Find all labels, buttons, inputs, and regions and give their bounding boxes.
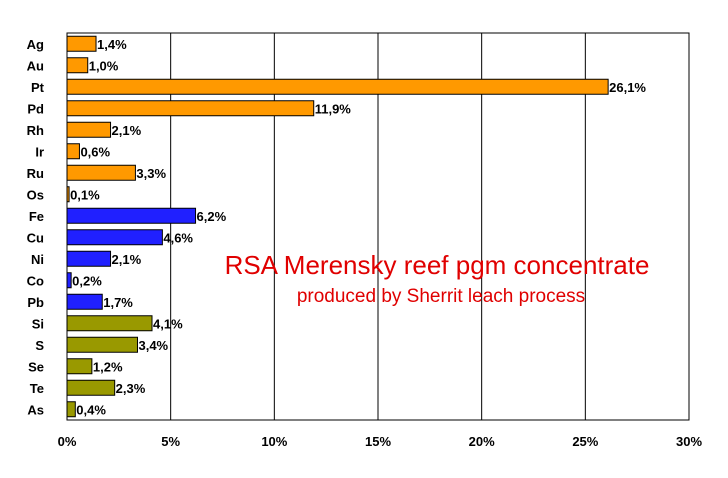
- category-label: S: [35, 338, 44, 353]
- bar: [66, 186, 70, 203]
- category-label: Te: [30, 381, 44, 396]
- gridlines: [170, 33, 586, 420]
- bar: [66, 164, 136, 181]
- data-label: 2,1%: [112, 252, 142, 267]
- x-tick-label: 10%: [261, 434, 287, 449]
- category-label: Co: [27, 273, 44, 288]
- data-label: 0,2%: [72, 273, 102, 288]
- bar: [66, 272, 72, 289]
- category-label: Ru: [27, 166, 44, 181]
- x-tick-label: 5%: [161, 434, 180, 449]
- data-label: 0,4%: [76, 402, 106, 417]
- category-label: Fe: [29, 209, 44, 224]
- data-label: 4,6%: [163, 230, 193, 245]
- category-label: Rh: [27, 123, 44, 138]
- data-label: 11,9%: [315, 101, 352, 116]
- data-label: 2,1%: [112, 123, 142, 138]
- data-label: 0,1%: [70, 187, 100, 202]
- bar: [66, 401, 76, 418]
- category-label: Cu: [27, 230, 44, 245]
- data-label: 26,1%: [609, 80, 646, 95]
- category-label: Pd: [27, 101, 44, 116]
- bar: [66, 207, 197, 224]
- category-label: Ag: [27, 37, 44, 52]
- value-axis: 0% 5% 10% 15% 20% 25% 30%: [58, 434, 703, 449]
- bar: [66, 379, 116, 396]
- x-tick-label: 25%: [572, 434, 598, 449]
- bar: [66, 35, 97, 52]
- category-label: Ni: [31, 252, 44, 267]
- bar: [66, 57, 89, 74]
- data-label: 3,3%: [136, 166, 166, 181]
- category-label: Ir: [35, 144, 44, 159]
- data-label: 1,7%: [103, 295, 133, 310]
- x-tick-label: 0%: [58, 434, 77, 449]
- category-axis: Ag Au Pt Pd Rh Ir Ru Os Fe Cu Ni Co Pb Si S Se Te As: [27, 37, 45, 418]
- category-label: Pt: [31, 80, 45, 95]
- data-label: 2,3%: [116, 381, 146, 396]
- category-label: Pb: [27, 295, 44, 310]
- data-labels: 1,4%1,0%26,1%11,9%2,1%0,6%3,3%0,1%6,2%4,…: [70, 37, 646, 418]
- data-label: 1,0%: [89, 58, 119, 73]
- data-label: 1,4%: [97, 37, 127, 52]
- x-tick-label: 30%: [676, 434, 702, 449]
- data-label: 1,2%: [93, 359, 123, 374]
- bar: [66, 100, 315, 117]
- data-label: 4,1%: [153, 316, 183, 331]
- category-label: Se: [28, 359, 44, 374]
- bar: [66, 315, 153, 332]
- data-label: 3,4%: [138, 338, 168, 353]
- category-label: Os: [27, 187, 44, 202]
- bar: [66, 121, 112, 138]
- category-label: As: [27, 402, 44, 417]
- bar: [66, 358, 93, 375]
- data-label: 0,6%: [80, 144, 110, 159]
- plot-area: [66, 32, 690, 421]
- bars: [66, 35, 609, 418]
- chart-title: RSA Merensky reef pgm concentrate: [225, 250, 650, 280]
- bar: [66, 250, 112, 267]
- bar: [66, 229, 163, 246]
- category-label: Si: [32, 316, 44, 331]
- bar: [66, 293, 103, 310]
- x-tick-label: 20%: [469, 434, 495, 449]
- chart-subtitle: produced by Sherrit leach process: [297, 286, 585, 307]
- data-label: 6,2%: [197, 209, 227, 224]
- bar: [66, 336, 138, 353]
- x-tick-label: 15%: [365, 434, 391, 449]
- bar: [66, 143, 80, 160]
- category-label: Au: [27, 58, 44, 73]
- bar: [66, 78, 609, 95]
